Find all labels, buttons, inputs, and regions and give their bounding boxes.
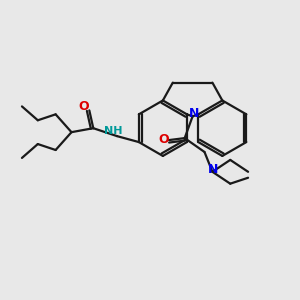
Text: N: N [208,163,219,176]
Text: O: O [78,100,89,113]
Text: NH: NH [104,126,122,136]
Text: O: O [159,133,169,146]
Text: N: N [188,107,199,120]
